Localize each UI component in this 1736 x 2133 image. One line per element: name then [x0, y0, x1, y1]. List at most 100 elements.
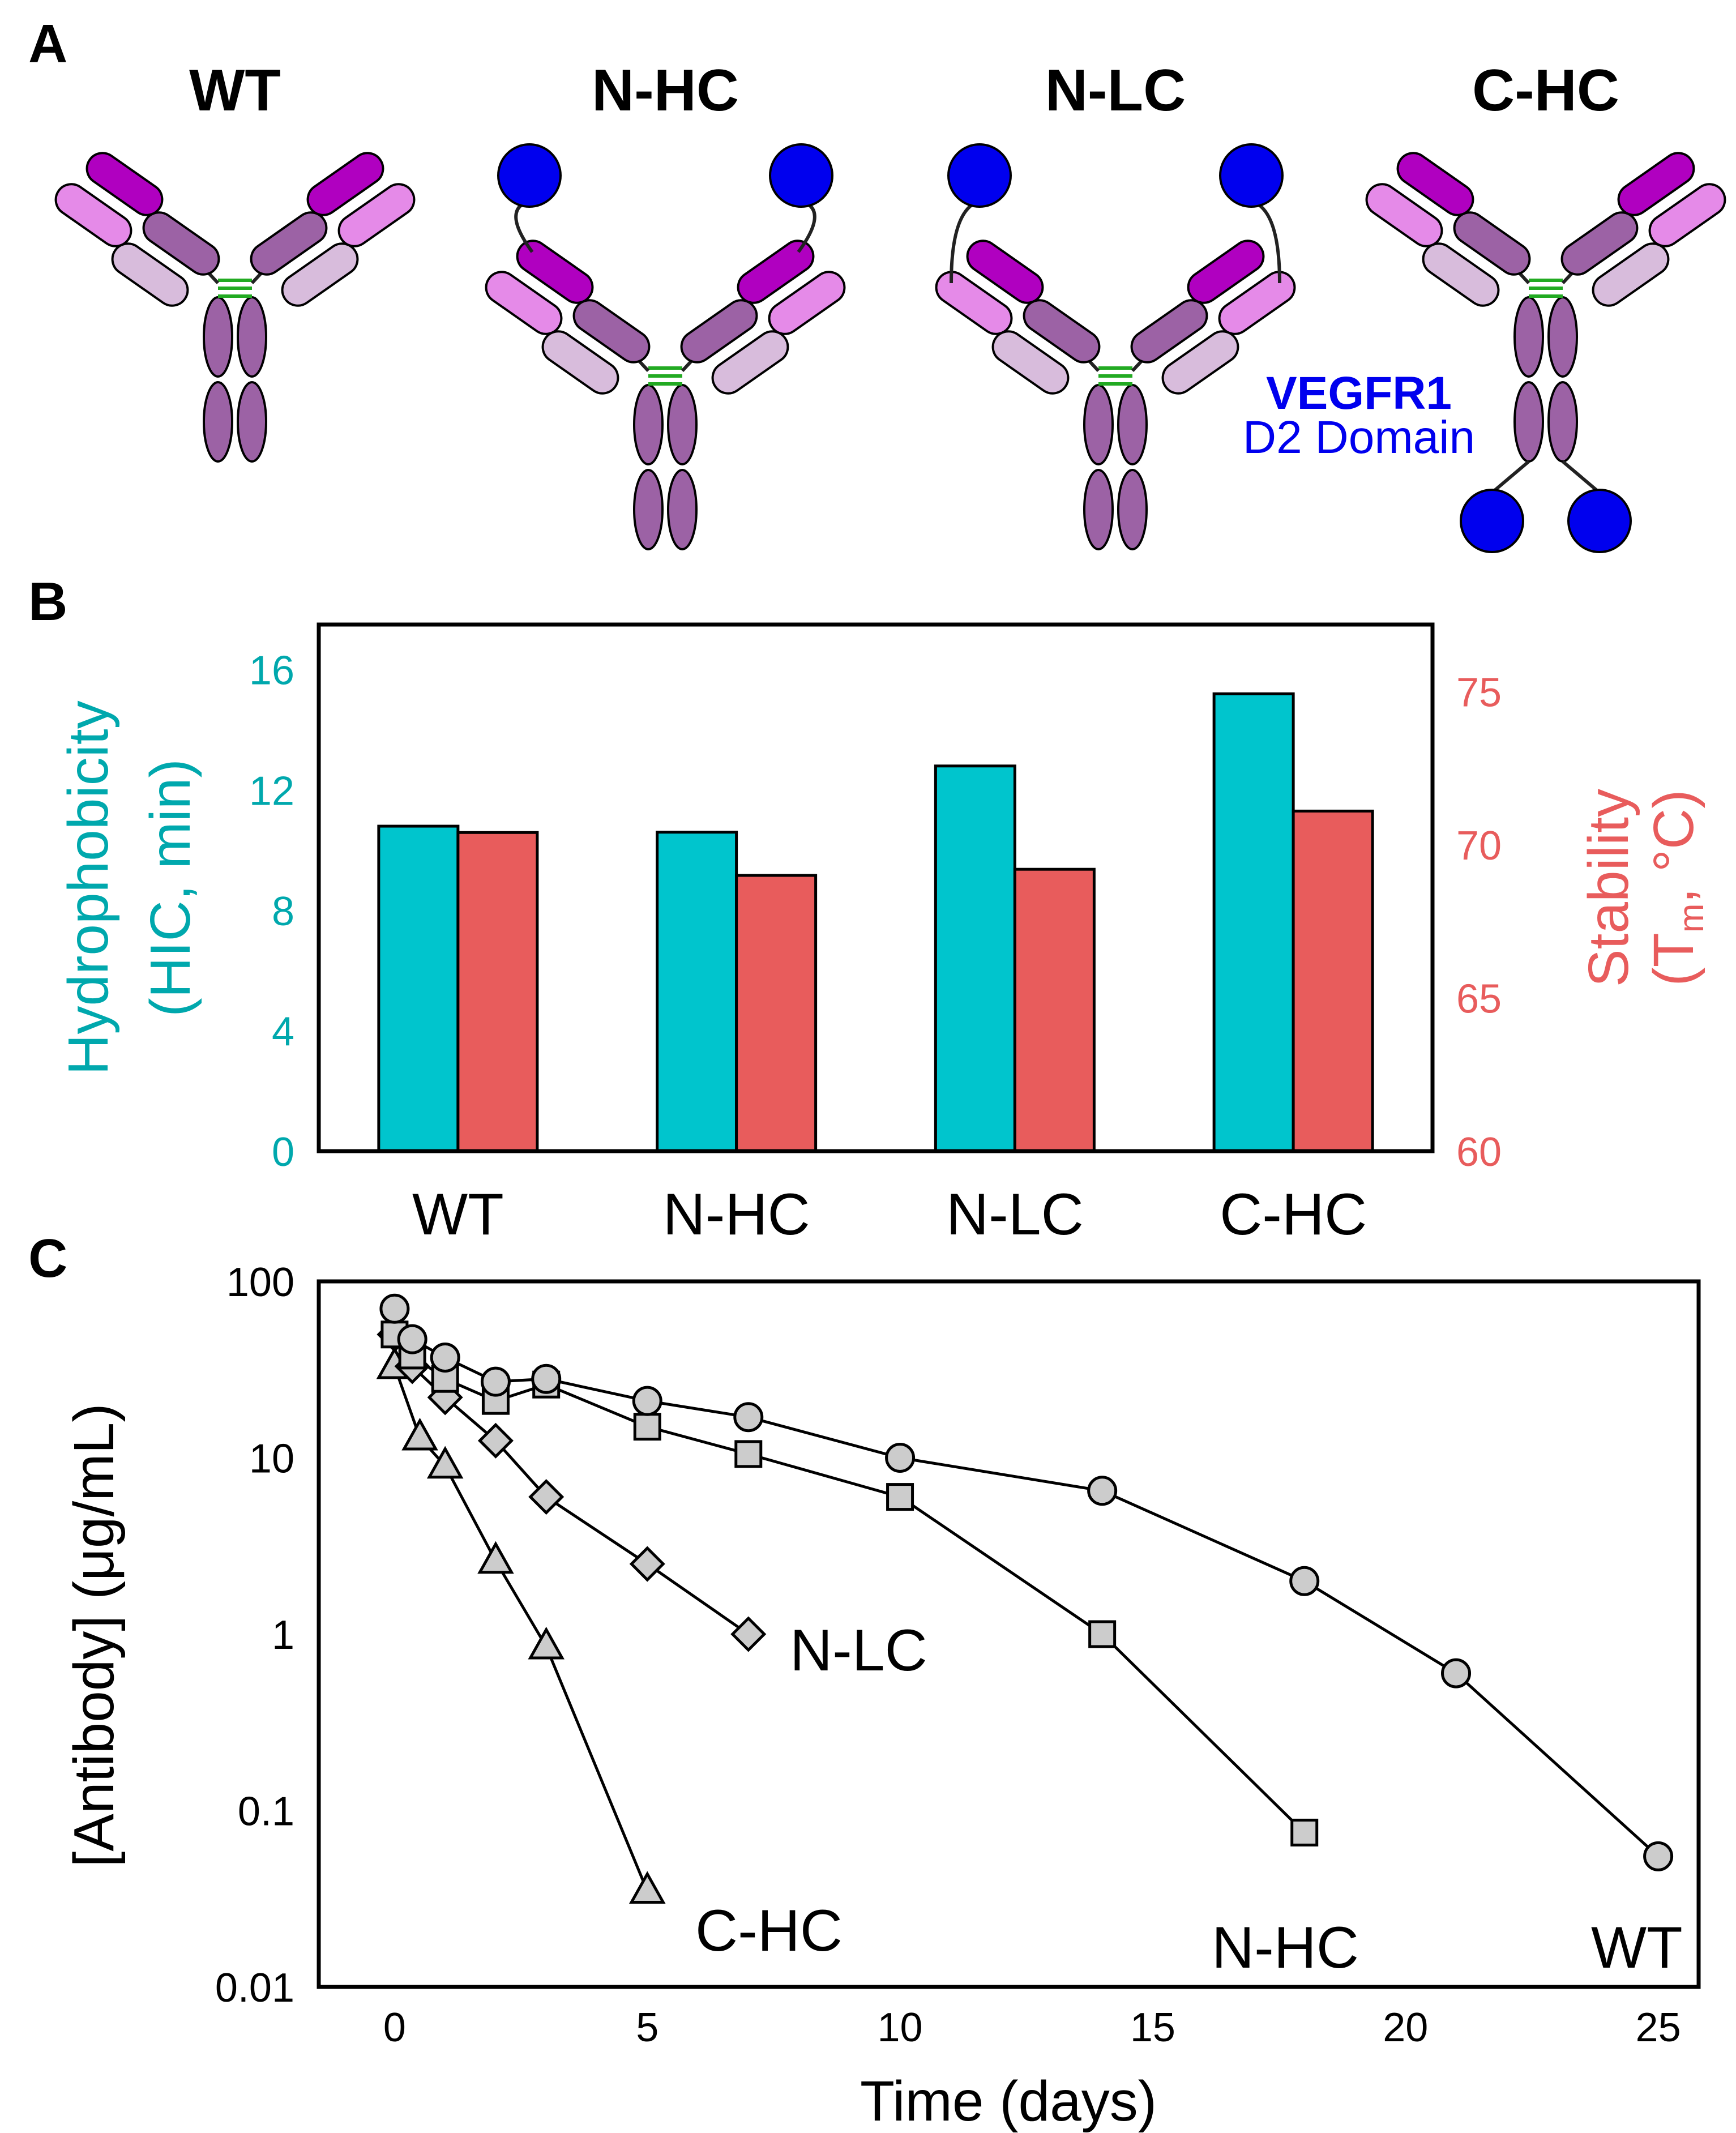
fc-ch3-domain — [237, 381, 267, 463]
bar-hydrophobicity-wt — [377, 824, 460, 1153]
x-axis-label: Time (days) — [860, 2070, 1157, 2133]
bar-plot-frame — [317, 622, 1435, 1153]
x-tick-label: 20 — [1383, 2005, 1428, 2050]
vh-domain — [306, 152, 384, 216]
data-point-wt — [379, 1293, 410, 1324]
antibody-diagrams: WT N-HC N-LC C-HC — [54, 58, 1726, 553]
data-point-c-hc — [628, 1871, 666, 1904]
bar-stability-n-hc — [735, 874, 818, 1153]
antibody-n-lc: N-LC — [935, 58, 1296, 550]
ch1-domain — [572, 299, 651, 364]
antibody-wt: WT — [54, 58, 416, 463]
vh-domain — [516, 240, 594, 304]
pk-axes: 0 5 10 15 20 25 0.01 0.1 1 10 100 — [215, 1260, 1681, 2050]
vh-domain — [85, 152, 164, 216]
fc-ch3-domain — [1117, 469, 1148, 550]
fc-ch2-domain — [237, 296, 267, 378]
vh-domain — [1617, 152, 1695, 216]
panel-a: A WT N-HC N-LC C-HC VEGFR1 D2 Domain — [28, 14, 1726, 553]
vl-domain — [1648, 183, 1726, 247]
data-point-wt — [885, 1443, 916, 1473]
panel-b: B WT N-HC N-LC C-HC 0 4 8 12 16 60 65 70 75 Hydropho… — [28, 571, 1711, 1247]
format-title-wt: WT — [189, 58, 281, 123]
left-axis-label-line1: Hydrophobicity — [57, 700, 120, 1075]
data-point-wt — [632, 1386, 662, 1416]
fc-ch2-domain — [1547, 296, 1578, 378]
cl-domain — [991, 330, 1070, 395]
ch1-domain — [250, 211, 328, 276]
y-tick-label: 0.01 — [215, 1965, 294, 2011]
data-point-wt — [1087, 1476, 1118, 1506]
vegfr1-d2-domain — [769, 143, 833, 208]
bar-axes: WT N-HC N-LC C-HC 0 4 8 12 16 60 65 70 75 — [249, 648, 1502, 1247]
bar-hydrophobicity-n-lc — [934, 764, 1016, 1153]
vl-domain — [337, 183, 416, 247]
right-y-tick-label: 65 — [1456, 976, 1502, 1021]
left-y-tick-label: 16 — [249, 648, 294, 694]
ch1-domain — [680, 299, 758, 364]
left-y-tick-label: 12 — [249, 768, 294, 814]
left-y-tick-label: 4 — [272, 1009, 294, 1054]
bar-stability-wt — [456, 831, 539, 1153]
cl-domain — [1592, 242, 1670, 307]
fc-ch2-domain — [1083, 384, 1114, 465]
bar-stability-c-hc — [1292, 809, 1374, 1153]
vl-domain — [768, 271, 846, 335]
fc-ch2-domain — [1513, 296, 1544, 378]
annotation-n-lc: N-LC — [790, 1618, 927, 1683]
data-point-wt — [733, 1402, 764, 1433]
x-tick-label: N-HC — [663, 1182, 810, 1247]
data-point-wt — [1441, 1658, 1472, 1689]
fc-ch3-domain — [203, 381, 233, 463]
cl-domain — [111, 242, 189, 307]
x-tick-label: 25 — [1636, 2005, 1681, 2050]
ch1-domain — [142, 211, 220, 276]
format-title-n-lc: N-LC — [1045, 58, 1186, 123]
data-point-wt — [1289, 1566, 1320, 1596]
pk-plot — [376, 1293, 1674, 1904]
right-axis-label-rest: , °C) — [1642, 789, 1705, 903]
left-y-tick-label: 0 — [272, 1130, 294, 1175]
bar-stability-n-lc — [1013, 867, 1096, 1153]
y-axis-label: [Antibody] (μg/mL) — [62, 1403, 126, 1867]
data-point-n-lc — [528, 1479, 565, 1515]
vegfr1-d2-domain — [497, 143, 562, 208]
annotation-n-hc: N-HC — [1212, 1915, 1359, 1981]
bar-hydrophobicity-n-hc — [656, 831, 738, 1153]
pk-plot-frame — [317, 1279, 1701, 1989]
vegfr1-d2-domain — [947, 143, 1012, 208]
vh-domain — [1396, 152, 1474, 216]
x-tick-label: 10 — [878, 2005, 923, 2050]
vh-domain — [966, 240, 1044, 304]
x-tick-label: 0 — [383, 2005, 406, 2050]
bar-hydrophobicity-c-hc — [1212, 692, 1295, 1153]
fc-ch2-domain — [1117, 384, 1148, 465]
data-point-c-hc — [426, 1446, 464, 1479]
fc-ch3-domain — [1083, 469, 1114, 550]
fc-ch2-domain — [203, 296, 233, 378]
right-y-tick-label: 75 — [1456, 670, 1502, 715]
cl-domain — [1422, 242, 1500, 307]
vl-domain — [1218, 271, 1296, 335]
data-point-n-hc — [633, 1413, 661, 1441]
antibody-n-hc: N-HC — [485, 58, 846, 550]
panel-c: C 0 5 10 15 20 25 0.01 0.1 1 10 100 Time (days) [A… — [28, 1228, 1701, 2133]
data-point-n-hc — [734, 1440, 763, 1468]
x-tick-label: WT — [412, 1182, 504, 1247]
vl-domain — [935, 271, 1013, 335]
vegfr1-d2-domain — [1219, 143, 1284, 208]
fc-ch3-domain — [1513, 381, 1544, 463]
fc-ch3-domain — [667, 469, 698, 550]
vl-domain — [54, 183, 132, 247]
fc-ch2-domain — [633, 384, 664, 465]
vh-domain — [737, 240, 815, 304]
right-axis-label-line2: (Tm, °C) — [1642, 789, 1711, 986]
x-tick-label: N-LC — [946, 1182, 1084, 1247]
right-axis-label-t: (T — [1642, 933, 1705, 986]
fusion-linker — [1491, 460, 1530, 494]
data-point-n-lc — [629, 1546, 665, 1582]
right-axis-label-line1: Stability — [1577, 789, 1640, 987]
right-y-tick-label: 70 — [1456, 823, 1502, 869]
fc-ch3-domain — [633, 469, 664, 550]
